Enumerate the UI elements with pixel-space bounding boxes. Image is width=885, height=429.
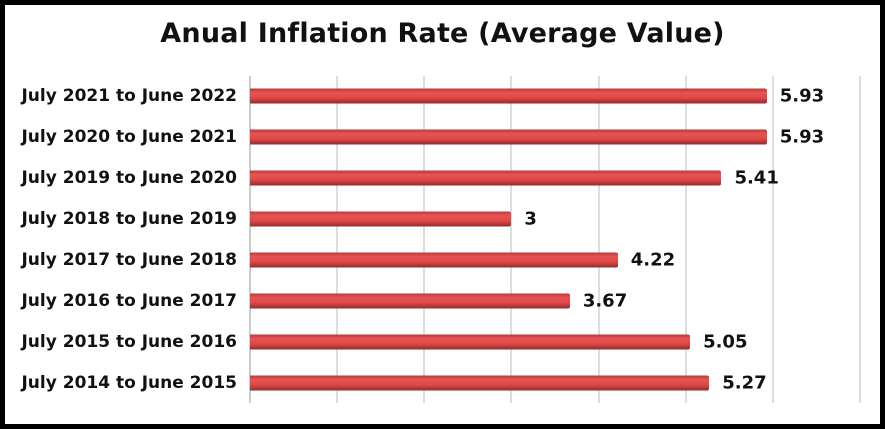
- category-label: July 2015 to June 2016: [21, 331, 237, 352]
- bar: [250, 129, 767, 145]
- value-label: 5.41: [734, 167, 779, 189]
- gridlines-layer: [249, 76, 861, 403]
- value-label: 4.22: [630, 249, 676, 271]
- bar-track: 5.27: [250, 362, 860, 403]
- gridline: [336, 76, 339, 403]
- category-label: July 2021 to June 2022: [21, 86, 237, 107]
- plot-area: July 2021 to June 2022 5.93 July 2020 to J…: [5, 76, 880, 403]
- gridline: [423, 76, 426, 403]
- chart-row: July 2019 to June 2020 5.41: [5, 158, 880, 199]
- gridline: [597, 76, 600, 403]
- bar-track: 3: [250, 199, 860, 240]
- gridline: [771, 76, 774, 403]
- chart-row: July 2014 to June 2015 5.27: [5, 362, 880, 403]
- bar-rows: July 2021 to June 2022 5.93 July 2020 to J…: [5, 76, 880, 403]
- value-label: 5.93: [779, 126, 825, 148]
- bar: [250, 252, 618, 268]
- category-label: July 2017 to June 2018: [21, 249, 237, 270]
- bar-track: 5.93: [250, 117, 860, 158]
- chart-row: July 2015 to June 2016 5.05: [5, 321, 880, 362]
- category-label: July 2019 to June 2020: [21, 168, 237, 189]
- value-label: 3: [524, 208, 537, 230]
- gridline: [684, 76, 687, 403]
- bar-track: 4.22: [250, 240, 860, 281]
- value-label: 5.05: [703, 331, 748, 353]
- bar-track: 5.41: [250, 158, 860, 199]
- bar: [250, 334, 691, 350]
- chart-row: July 2016 to June 2017 3.67: [5, 280, 880, 321]
- chart-title: Anual Inflation Rate (Average Value): [160, 18, 725, 49]
- bar-track: 5.05: [250, 321, 860, 362]
- chart-row: July 2020 to June 2021 5.93: [5, 117, 880, 158]
- gridline: [859, 76, 861, 403]
- category-label: July 2014 to June 2015: [21, 372, 237, 393]
- chart-row: July 2018 to June 2019 3: [5, 199, 880, 240]
- gridline: [510, 76, 513, 403]
- bar: [250, 375, 710, 391]
- bar: [250, 88, 767, 104]
- chart-row: July 2017 to June 2018 4.22: [5, 240, 880, 281]
- bar: [250, 170, 722, 186]
- category-label: July 2016 to June 2017: [21, 290, 237, 311]
- value-label: 3.67: [582, 290, 628, 312]
- chart-row: July 2021 to June 2022 5.93: [5, 76, 880, 117]
- bar: [250, 293, 570, 309]
- bar-track: 5.93: [250, 76, 860, 117]
- category-label: July 2018 to June 2019: [21, 209, 237, 230]
- gridline: [249, 76, 251, 403]
- value-label: 5.93: [779, 85, 825, 107]
- bar: [250, 211, 512, 227]
- category-label: July 2020 to June 2021: [21, 127, 237, 148]
- bar-track: 3.67: [250, 280, 860, 321]
- value-label: 5.27: [722, 372, 767, 394]
